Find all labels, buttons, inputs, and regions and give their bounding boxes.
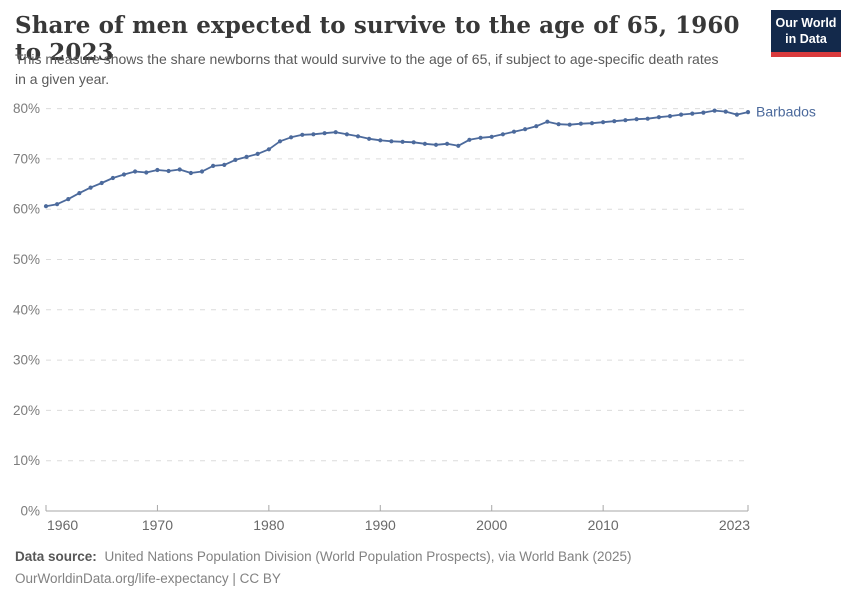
data-point[interactable] [211, 163, 216, 168]
data-source-text: United Nations Population Division (Worl… [104, 549, 632, 564]
y-tick-label-0: 0% [20, 504, 40, 519]
data-point[interactable] [456, 143, 461, 148]
data-point[interactable] [333, 130, 338, 135]
chart-footer: Data source: United Nations Population D… [15, 546, 815, 591]
data-point[interactable] [77, 191, 82, 196]
y-tick-label-10: 10% [13, 453, 40, 468]
data-point[interactable] [612, 119, 617, 124]
data-point[interactable] [601, 120, 606, 125]
data-point[interactable] [445, 141, 450, 146]
data-point[interactable] [166, 168, 171, 174]
data-point[interactable] [266, 147, 271, 152]
data-point[interactable] [679, 112, 684, 117]
data-point[interactable] [589, 121, 595, 126]
data-point[interactable] [500, 132, 505, 137]
data-point[interactable] [66, 197, 71, 202]
data-point[interactable] [667, 114, 673, 119]
data-point[interactable] [534, 124, 539, 129]
owid-logo-line1: Our World [775, 16, 837, 30]
data-point[interactable] [155, 167, 160, 173]
y-tick-label-80: 80% [13, 101, 40, 116]
data-point[interactable] [422, 141, 427, 146]
data-point[interactable] [144, 170, 149, 175]
y-tick-label-40: 40% [13, 302, 40, 317]
chart-subtitle: This measure shows the share newborns th… [15, 51, 719, 87]
x-tick-label-1980: 1980 [253, 517, 284, 533]
data-point[interactable] [177, 167, 182, 172]
owid-logo-line2: in Data [785, 31, 827, 46]
data-point[interactable] [199, 169, 205, 174]
data-point[interactable] [233, 157, 238, 162]
data-point[interactable] [489, 134, 494, 139]
data-point[interactable] [255, 151, 260, 156]
data-point[interactable] [701, 110, 706, 115]
chart-canvas[interactable]: 0% 10% 20% 30% 40% 50% 60% 70% 80% 1960 1970 1980 19… [0, 88, 850, 543]
x-tick-label-1960: 1960 [47, 517, 78, 533]
data-point[interactable] [110, 175, 115, 181]
entity-label[interactable]: Barbados [756, 104, 816, 120]
owid-logo[interactable]: Our World in Data [771, 10, 841, 58]
data-point[interactable] [88, 185, 93, 190]
data-point[interactable] [578, 121, 584, 126]
data-point[interactable] [623, 118, 628, 123]
y-tick-label-20: 20% [13, 403, 40, 418]
data-point[interactable] [43, 204, 49, 209]
data-point[interactable] [400, 139, 405, 144]
data-point[interactable] [556, 122, 561, 127]
x-tick-label-1990: 1990 [365, 517, 396, 533]
data-point[interactable] [734, 112, 740, 117]
data-point[interactable] [99, 180, 104, 186]
data-point[interactable] [634, 117, 639, 122]
data-point[interactable] [511, 129, 517, 134]
data-point[interactable] [690, 111, 695, 116]
data-point[interactable] [645, 116, 650, 121]
data-point[interactable] [188, 170, 193, 176]
x-tick-label-2023: 2023 [719, 517, 750, 533]
data-point[interactable] [567, 122, 572, 127]
data-point[interactable] [322, 131, 327, 136]
data-point[interactable] [121, 172, 127, 177]
data-point[interactable] [656, 115, 662, 120]
data-point[interactable] [467, 137, 472, 142]
data-point[interactable] [277, 139, 283, 144]
x-tick-label-2000: 2000 [476, 517, 507, 533]
x-tick-label-2010: 2010 [588, 517, 619, 533]
data-point[interactable] [55, 202, 60, 207]
data-point[interactable] [545, 119, 550, 124]
data-source-label: Data source: [15, 549, 97, 564]
y-tick-label-60: 60% [13, 202, 40, 217]
data-point[interactable] [289, 135, 294, 140]
data-point[interactable] [300, 132, 305, 137]
data-point[interactable] [133, 169, 138, 174]
y-tick-label-70: 70% [13, 151, 40, 166]
data-point[interactable] [478, 135, 483, 140]
y-tick-label-30: 30% [13, 353, 40, 368]
page-title: Share of men expected to survive to the … [15, 12, 740, 66]
data-point[interactable] [523, 127, 528, 132]
data-point[interactable] [378, 138, 383, 143]
footer-citation: OurWorldinData.org/life-expectancy | CC … [15, 571, 281, 587]
data-point[interactable] [367, 136, 372, 141]
data-point[interactable] [222, 162, 227, 167]
data-point[interactable] [355, 134, 361, 139]
data-point[interactable] [344, 132, 349, 137]
series-line-barbados[interactable] [45, 109, 749, 208]
data-point[interactable] [244, 154, 249, 159]
data-point[interactable] [311, 132, 316, 137]
data-point[interactable] [411, 140, 416, 145]
x-tick-label-1970: 1970 [142, 517, 173, 533]
data-point[interactable] [389, 139, 394, 144]
data-point[interactable] [433, 142, 439, 147]
data-point[interactable] [723, 109, 728, 114]
y-tick-label-50: 50% [13, 252, 40, 267]
data-point[interactable] [745, 110, 751, 115]
data-point[interactable] [712, 108, 717, 113]
